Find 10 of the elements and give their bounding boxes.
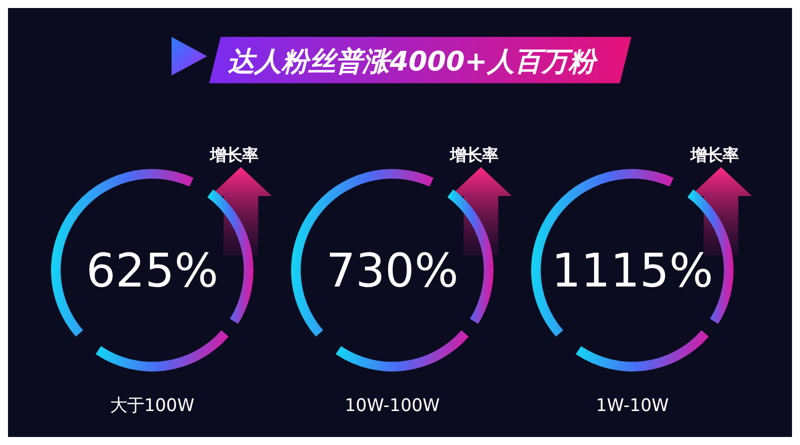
category-label: 10W-100W [344, 396, 440, 416]
data-label: 625% [86, 244, 218, 298]
data-label: 1115% [551, 244, 714, 298]
category-label: 1W-10W [596, 396, 669, 416]
data-label: 730% [326, 244, 458, 298]
text: 达人粉丝普涨4000+人百万粉 [228, 46, 598, 78]
text: 增长率 [450, 145, 498, 164]
text: 增长率 [209, 145, 258, 164]
category-label: 大于100W [110, 396, 194, 416]
text: 增长率 [690, 145, 738, 164]
